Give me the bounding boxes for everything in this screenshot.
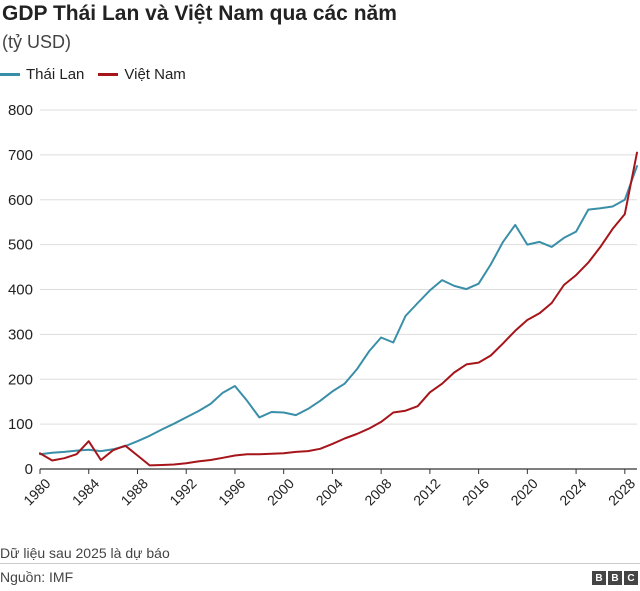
legend-swatch-viet-nam <box>98 73 119 76</box>
legend-item-thai-lan: Thái Lan <box>0 66 84 83</box>
x-tick-label: 1988 <box>118 475 151 508</box>
x-tick-label: 2016 <box>459 475 492 508</box>
y-tick-label: 500 <box>8 237 33 254</box>
y-tick-label: 400 <box>8 282 33 299</box>
x-tick-label: 2028 <box>605 475 638 508</box>
y-tick-label: 300 <box>8 326 33 343</box>
y-tick-label: 800 <box>8 102 33 119</box>
source-text: Nguồn: IMF <box>0 569 74 585</box>
footer-divider <box>0 563 640 564</box>
x-tick-label: 2024 <box>556 475 589 508</box>
y-tick-label: 600 <box>8 192 33 209</box>
x-tick-label: 2012 <box>410 475 443 508</box>
chart-subtitle: (tỷ USD) <box>2 32 71 52</box>
series-line-viet-nam <box>39 151 638 467</box>
legend-label-viet-nam: Việt Nam <box>124 66 186 83</box>
x-tick-label: 2020 <box>507 475 540 508</box>
x-tick-label: 1980 <box>20 475 53 508</box>
legend-label-thai-lan: Thái Lan <box>26 66 85 83</box>
x-tick-label: 2008 <box>361 475 394 508</box>
bbc-logo: B B C <box>592 571 638 585</box>
x-tick-label: 1984 <box>69 475 102 508</box>
logo-letter: C <box>624 571 638 585</box>
legend: Thái Lan Việt Nam <box>0 66 200 83</box>
legend-swatch-thai-lan <box>0 73 20 76</box>
y-tick-label: 200 <box>8 371 33 388</box>
y-tick-label: 100 <box>8 416 33 433</box>
chart-title: GDP Thái Lan và Việt Nam qua các năm <box>2 2 397 25</box>
series-line-thai-lan <box>39 165 638 456</box>
x-tick-label: 2004 <box>313 475 346 508</box>
logo-letter: B <box>608 571 622 585</box>
y-tick-label: 0 <box>25 461 33 478</box>
x-tick-label: 1992 <box>166 475 199 508</box>
forecast-note: Dữ liệu sau 2025 là dự báo <box>0 545 170 561</box>
y-tick-label: 700 <box>8 147 33 164</box>
x-tick-label: 2000 <box>264 475 297 508</box>
legend-item-viet-nam: Việt Nam <box>98 66 186 83</box>
line-chart: 0 100 200 300 400 500 600 700 800 1980 1984 1988 199… <box>8 102 638 509</box>
logo-letter: B <box>592 571 606 585</box>
x-tick-label: 1996 <box>215 475 248 508</box>
